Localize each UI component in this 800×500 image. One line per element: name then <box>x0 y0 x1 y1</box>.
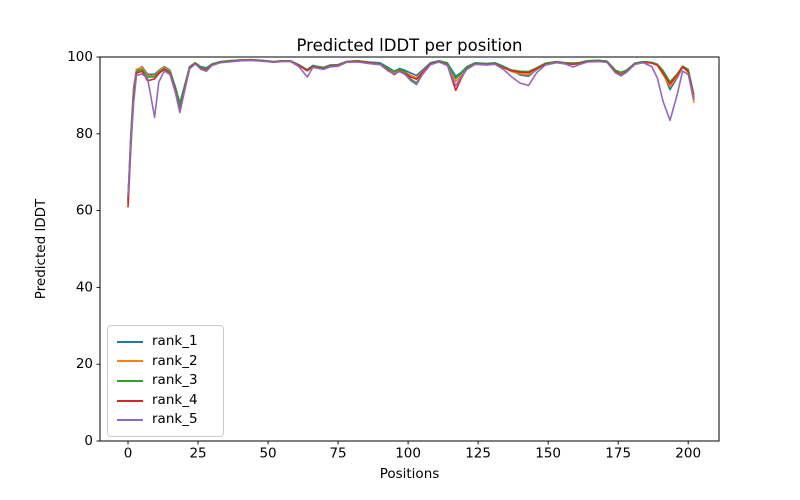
legend-label: rank_5 <box>152 411 198 428</box>
legend: rank_1 rank_2 rank_3 rank_4 rank_5 <box>107 325 224 437</box>
y-tick-label: 60 <box>76 203 93 219</box>
x-tick-label: 125 <box>465 446 491 462</box>
y-tick-label: 40 <box>76 279 93 295</box>
legend-label: rank_2 <box>152 352 198 369</box>
y-tick-label: 80 <box>76 126 93 142</box>
x-axis-label: Positions <box>379 466 440 482</box>
x-tick-label: 100 <box>395 446 421 462</box>
plot-spines <box>99 56 720 442</box>
legend-line-swatch <box>117 360 143 363</box>
x-tick-label: 175 <box>605 446 631 462</box>
x-tick-label: 50 <box>259 446 276 462</box>
legend-line-swatch <box>117 340 143 343</box>
legend-label: rank_1 <box>152 333 198 350</box>
legend-item-rank_2: rank_2 <box>117 352 213 372</box>
x-tick-label: 25 <box>189 446 206 462</box>
legend-label: rank_4 <box>152 391 198 408</box>
legend-item-rank_4: rank_4 <box>117 391 213 411</box>
x-tick-label: 150 <box>535 446 561 462</box>
series-line-rank_4 <box>127 59 695 208</box>
legend-line-swatch <box>117 379 143 382</box>
legend-line-swatch <box>117 419 143 422</box>
legend-line-swatch <box>117 399 143 402</box>
y-tick-label: 100 <box>67 49 93 65</box>
y-tick-label: 0 <box>84 433 93 449</box>
series-line-rank_5 <box>127 59 695 197</box>
legend-item-rank_1: rank_1 <box>117 332 213 352</box>
legend-label: rank_3 <box>152 372 198 389</box>
y-axis-label: Predicted lDDT <box>33 198 49 300</box>
x-tick-label: 200 <box>675 446 701 462</box>
chart-title: Predicted lDDT per position <box>296 36 523 55</box>
x-tick-label: 75 <box>329 446 346 462</box>
x-tick-label: 0 <box>124 446 133 462</box>
legend-item-rank_3: rank_3 <box>117 371 213 391</box>
y-tick-label: 20 <box>76 356 93 372</box>
legend-item-rank_5: rank_5 <box>117 410 213 430</box>
